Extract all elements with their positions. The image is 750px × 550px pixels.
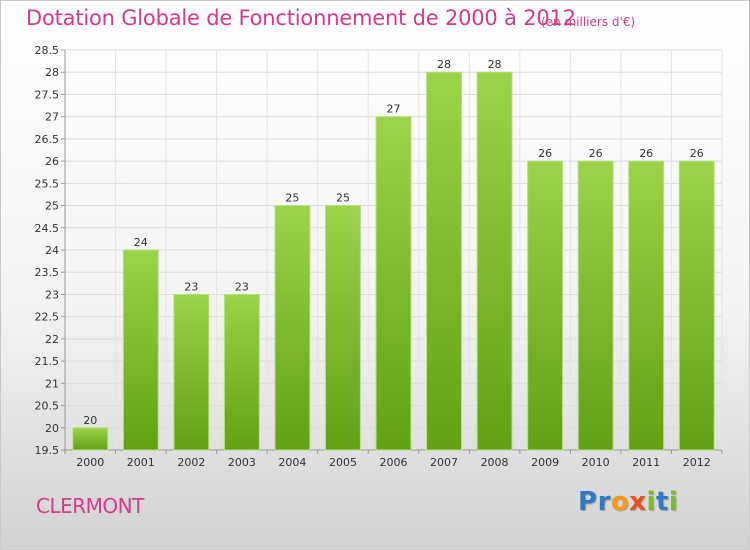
- logo-letter: t: [655, 487, 669, 517]
- value-label-2003: 23: [235, 280, 249, 293]
- x-tick-label-2004: 2004: [278, 456, 306, 469]
- logo-letter: r: [597, 487, 611, 517]
- bars: [72, 71, 715, 451]
- proxiti-logo[interactable]: Proxiti: [578, 487, 678, 517]
- y-tick-label: 26: [45, 155, 59, 168]
- bar-2003: [223, 293, 260, 451]
- y-tick-label: 27.5: [35, 88, 60, 101]
- x-tick-label-2008: 2008: [481, 456, 509, 469]
- y-tick-label: 28: [45, 66, 59, 79]
- value-label-2006: 27: [387, 103, 401, 116]
- value-label-2011: 26: [639, 147, 653, 160]
- logo-letter: P: [578, 487, 598, 517]
- bar-2008: [476, 71, 513, 451]
- y-tick-label: 21: [45, 377, 59, 390]
- x-tick-label-2012: 2012: [683, 456, 711, 469]
- y-tick-label: 23.5: [35, 266, 60, 279]
- y-tick-label: 26.5: [35, 133, 60, 146]
- x-tick-label-2001: 2001: [127, 456, 155, 469]
- bar-2004: [274, 205, 311, 451]
- x-tick-label-2007: 2007: [430, 456, 458, 469]
- x-tick-label-2011: 2011: [632, 456, 660, 469]
- bar-2000: [72, 427, 109, 451]
- value-label-2009: 26: [538, 147, 552, 160]
- x-tick-label-2003: 2003: [228, 456, 256, 469]
- y-tick-label: 24: [45, 244, 59, 257]
- value-label-2000: 20: [83, 414, 97, 427]
- value-label-2001: 24: [134, 236, 148, 249]
- y-tick-label: 19.5: [35, 444, 60, 457]
- y-tick-label: 28.5: [35, 44, 60, 57]
- bar-2007: [426, 71, 462, 451]
- y-tick-label: 23: [45, 288, 59, 301]
- y-tick-label: 25: [45, 200, 59, 213]
- bar-2011: [628, 160, 665, 451]
- x-tick-label-2010: 2010: [582, 456, 610, 469]
- value-label-2005: 25: [336, 192, 350, 205]
- bar-2009: [527, 160, 564, 451]
- value-label-2007: 28: [437, 58, 451, 71]
- x-tick-label-2009: 2009: [531, 456, 559, 469]
- value-label-2002: 23: [184, 280, 198, 293]
- bar-2005: [325, 205, 361, 451]
- y-tick-label: 25.5: [35, 177, 60, 190]
- y-tick-label: 21.5: [35, 355, 60, 368]
- x-tick-label-2006: 2006: [380, 456, 408, 469]
- bar-2010: [577, 160, 614, 451]
- logo-letter: o: [610, 487, 630, 517]
- y-tick-label: 20.5: [35, 400, 60, 413]
- bar-2002: [173, 293, 210, 451]
- x-tick-labels: 2000 2001 2002 2003 2004 2005 2006 2007 2008 2009…: [76, 456, 710, 469]
- value-label-2004: 25: [285, 192, 299, 205]
- logo-letter: x: [629, 487, 647, 517]
- y-tick-label: 20: [45, 422, 59, 435]
- chart-title: Dotation Globale de Fonctionnement de 20…: [26, 6, 576, 30]
- bar-2006: [375, 116, 412, 451]
- bar-2012: [678, 160, 715, 451]
- bar-2001: [122, 249, 159, 451]
- y-tick-label: 22: [45, 333, 59, 346]
- value-label-2012: 26: [690, 147, 704, 160]
- place-name: CLERMONT: [36, 494, 144, 518]
- x-tick-label-2002: 2002: [177, 456, 205, 469]
- value-label-2008: 28: [488, 58, 502, 71]
- x-tick-label-2005: 2005: [329, 456, 357, 469]
- logo-letter: i: [646, 487, 656, 517]
- chart-subtitle: (en milliers d'€): [541, 15, 636, 29]
- y-tick-labels: 19.5 20 20.5 21 21.5 22 22.5 23 23.5 24 24.5 25 25.5…: [35, 44, 60, 457]
- y-tick-label: 27: [45, 111, 59, 124]
- y-tick-label: 24.5: [35, 222, 60, 235]
- x-tick-label-2000: 2000: [76, 456, 104, 469]
- value-labels: 20 24 23 23 25 25 27 28 28 26 26 26 26: [83, 58, 703, 427]
- y-tick-label: 22.5: [35, 311, 60, 324]
- value-label-2010: 26: [589, 147, 603, 160]
- logo-letter: i: [668, 487, 679, 517]
